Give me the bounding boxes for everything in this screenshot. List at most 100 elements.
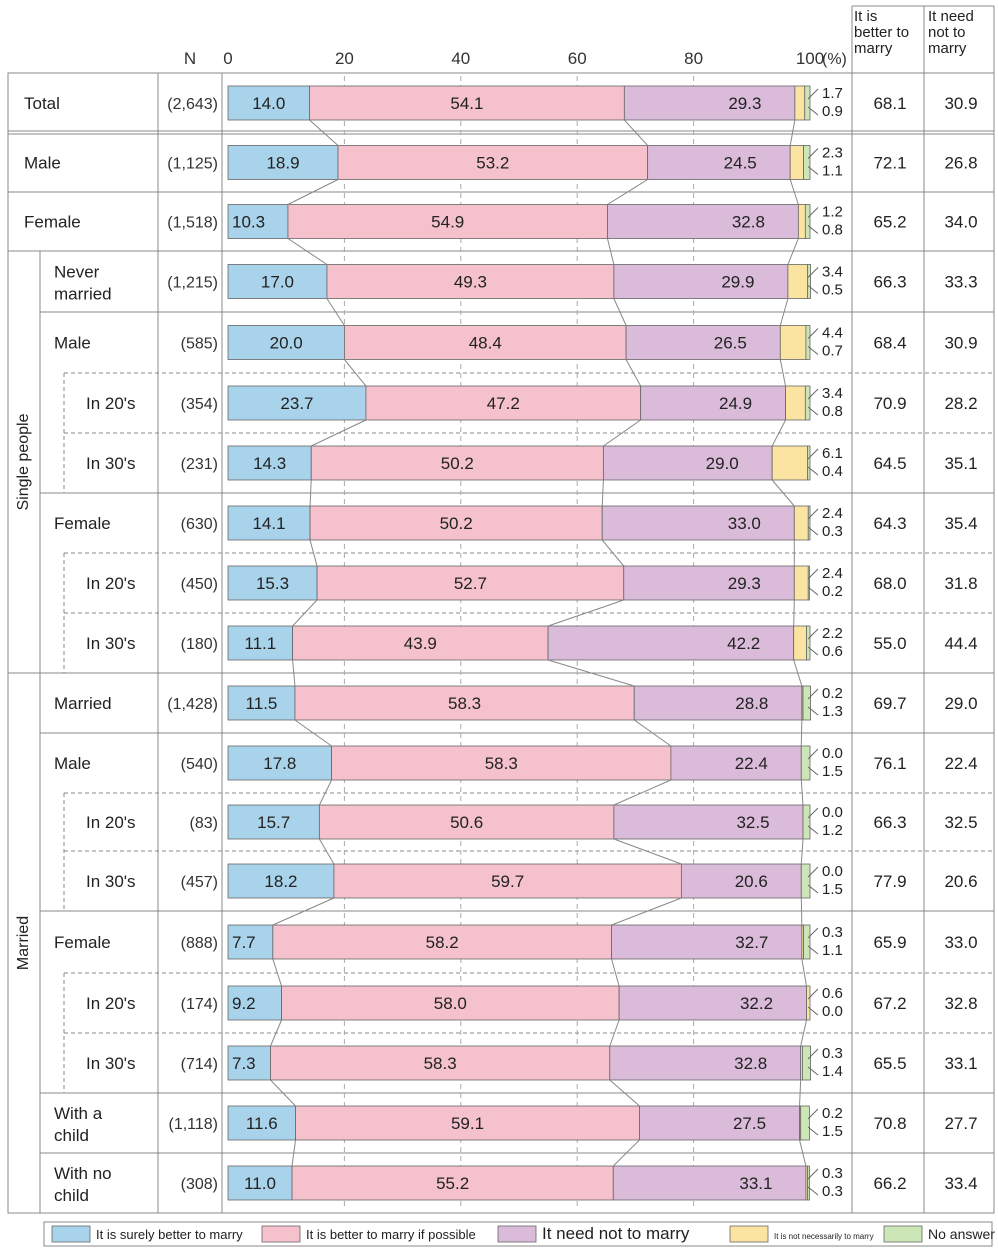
- bar-segment: [333, 863, 682, 899]
- small-value-label: 6.1: [822, 445, 843, 462]
- bar-segment: [805, 325, 811, 360]
- small-value-label: 1.5: [822, 881, 843, 898]
- segment-label: 32.8: [732, 213, 765, 232]
- small-value-label: 0.3: [822, 1183, 843, 1200]
- segment-label: 32.8: [734, 1054, 767, 1073]
- legend-swatch: [729, 1225, 769, 1243]
- small-value-label: 0.3: [822, 1045, 843, 1062]
- need-value: 22.4: [944, 754, 977, 773]
- connector-line: [779, 359, 787, 387]
- bar-segment: [623, 565, 795, 601]
- connector-line: [309, 539, 318, 567]
- segment-label: 58.0: [434, 994, 467, 1013]
- bar-segment: [316, 565, 625, 601]
- bar-segment: [601, 505, 795, 541]
- leader-line: [807, 267, 819, 278]
- leader-line: [807, 945, 819, 955]
- segment-label: 33.0: [728, 514, 761, 533]
- bar-segment: [602, 445, 773, 481]
- bar-segment: [291, 1165, 614, 1201]
- row-label: Female: [54, 514, 111, 533]
- leader-line: [807, 866, 819, 878]
- bar-segment: [800, 1105, 810, 1141]
- need-value: 35.1: [944, 454, 977, 473]
- bar-segment: [295, 1105, 640, 1141]
- segment-label: 54.9: [431, 213, 464, 232]
- connector-line: [801, 958, 808, 987]
- segment-label: 58.3: [424, 1054, 457, 1073]
- bar-segment: [794, 85, 806, 121]
- segment-label: 55.2: [436, 1174, 469, 1193]
- better-value: 65.5: [873, 1054, 906, 1073]
- bar-segment: [771, 445, 809, 481]
- segment-label: 23.7: [280, 394, 313, 413]
- segment-label: 32.5: [736, 813, 769, 832]
- leader-line: [807, 406, 819, 416]
- bar-segment: [613, 264, 789, 299]
- connector-line: [800, 1019, 807, 1047]
- small-value-label: 0.3: [822, 523, 843, 540]
- row-n: (354): [181, 396, 218, 413]
- connector-line: [609, 1079, 640, 1107]
- row-n: (1,215): [167, 275, 218, 292]
- segment-label: 10.3: [232, 213, 265, 232]
- bar-segment: [310, 445, 604, 481]
- bar-segment: [309, 505, 603, 541]
- row-label: In 20's: [86, 394, 136, 413]
- segment-label: 26.5: [714, 334, 747, 353]
- segment-label: 49.3: [454, 273, 487, 292]
- x-tick-label: 80: [684, 49, 703, 68]
- need-header-line: marry: [928, 40, 967, 57]
- legend-label: It is not necessarily to marry: [774, 1232, 874, 1241]
- row-label: With a: [54, 1104, 103, 1123]
- row-n: (585): [181, 336, 218, 353]
- bar-segment: [806, 985, 811, 1021]
- bar-segment: [793, 505, 809, 541]
- need-value: 29.0: [944, 694, 977, 713]
- leader-line: [807, 88, 819, 100]
- connector-line: [623, 119, 648, 146]
- connector-line: [292, 599, 318, 627]
- small-value-label: 0.0: [822, 745, 843, 762]
- connector-line: [326, 298, 345, 326]
- connector-line: [270, 1079, 296, 1107]
- row-label: In 30's: [86, 454, 136, 473]
- small-value-label: 0.4: [822, 463, 843, 480]
- connector-line: [799, 1079, 802, 1107]
- connector-line: [270, 1019, 283, 1047]
- connector-line: [611, 958, 620, 987]
- better-header-line: better to: [854, 24, 909, 41]
- connector-line: [771, 419, 787, 447]
- need-value: 20.6: [944, 872, 977, 891]
- small-value-label: 2.4: [822, 505, 843, 522]
- connector-line: [633, 719, 672, 747]
- bar-segment: [607, 204, 799, 239]
- small-value-label: 1.5: [822, 763, 843, 780]
- bar-segment: [804, 204, 811, 239]
- bar-segment: [227, 625, 294, 661]
- need-value: 35.4: [944, 514, 977, 533]
- better-value: 67.2: [873, 994, 906, 1013]
- bar-segment: [337, 145, 649, 180]
- need-value: 31.8: [944, 574, 977, 593]
- bar-segment: [797, 204, 806, 239]
- bar-segment: [806, 625, 811, 661]
- bar-segment: [800, 863, 811, 899]
- need-value: 27.7: [944, 1114, 977, 1133]
- connector-line: [613, 838, 682, 865]
- connector-line: [609, 1019, 620, 1047]
- row-label: married: [54, 285, 112, 304]
- x-unit-label: (%): [822, 51, 847, 68]
- small-value-label: 1.7: [822, 85, 843, 102]
- small-value-label: 2.4: [822, 565, 843, 582]
- bar-segment: [227, 1165, 293, 1201]
- connector-line: [771, 479, 795, 507]
- bar-segment: [365, 385, 642, 421]
- better-value: 64.5: [873, 454, 906, 473]
- bar-segment: [793, 565, 809, 601]
- need-value: 30.9: [944, 334, 977, 353]
- bar-segment: [802, 685, 811, 721]
- segment-label: 18.9: [266, 154, 299, 173]
- connector-line: [779, 298, 789, 326]
- bar-segment: [802, 1045, 811, 1081]
